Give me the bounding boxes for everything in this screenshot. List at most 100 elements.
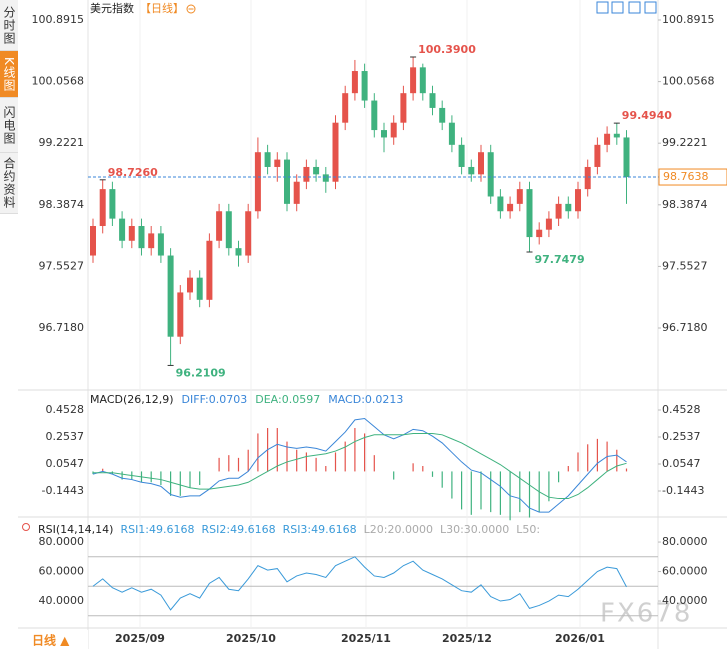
rsi-header: L30:30.0000 xyxy=(440,523,509,536)
annotation-label: 99.4940 xyxy=(622,109,672,122)
macd-header: DEA:0.0597 xyxy=(255,393,320,406)
candle-body xyxy=(429,93,436,108)
candle-body xyxy=(254,152,261,212)
y-tick-label: 0.4528 xyxy=(46,403,85,416)
candle-body xyxy=(225,211,232,249)
candle-body xyxy=(390,122,397,138)
period-button[interactable]: 日线 ▲ xyxy=(32,633,70,648)
candle-body xyxy=(342,93,349,123)
diff-line xyxy=(92,417,627,513)
y-tick-label: 99.2221 xyxy=(39,136,85,149)
current-price-label: 98.7638 xyxy=(663,170,709,183)
candle-body xyxy=(332,122,339,182)
candle-body xyxy=(109,189,116,219)
candle-body xyxy=(555,203,562,219)
candle-body xyxy=(565,203,572,212)
tool-icon[interactable] xyxy=(644,1,657,14)
rsi-header: RSI1:49.6168 xyxy=(120,523,194,536)
y-tick-label: 40.0000 xyxy=(39,594,85,607)
rsi-header: L50: xyxy=(516,523,540,536)
x-tick-label: 2025/11 xyxy=(341,632,391,645)
period-button-bg[interactable] xyxy=(18,630,88,649)
collapse-icon[interactable] xyxy=(186,4,196,14)
candle-body xyxy=(196,277,203,300)
settings-icon[interactable] xyxy=(22,523,30,531)
candle-body xyxy=(264,152,271,167)
y-tick-label: 97.5527 xyxy=(39,259,85,272)
watermark: FX678 xyxy=(600,599,692,629)
candle-body xyxy=(536,229,543,238)
y-tick-label: 98.3874 xyxy=(39,198,85,211)
y-tick-label: -0.1443 xyxy=(662,484,704,497)
tab[interactable]: 分时图 xyxy=(0,0,18,51)
candle-body xyxy=(458,144,465,167)
y-tick-label: 100.8915 xyxy=(662,13,715,26)
annotation-label: 97.7479 xyxy=(535,253,585,266)
candle-body xyxy=(206,240,213,300)
candle-body xyxy=(216,211,223,241)
macd-header: DIFF:0.0703 xyxy=(182,393,248,406)
tab[interactable]: 合约资料 xyxy=(0,153,18,214)
candle-body xyxy=(516,189,523,204)
candle-body xyxy=(604,133,611,145)
y-tick-label: 100.0568 xyxy=(32,75,85,88)
candle-body xyxy=(293,181,300,204)
candle-body xyxy=(157,233,164,256)
candle-body xyxy=(468,166,475,175)
candle-body xyxy=(361,71,368,101)
candle-body xyxy=(322,174,329,182)
candle-body xyxy=(575,189,581,212)
annotation-label: 98.7260 xyxy=(108,166,158,179)
background xyxy=(18,0,727,649)
candle-body xyxy=(487,152,494,197)
candle-body xyxy=(177,292,184,337)
macd-header: MACD:0.0213 xyxy=(328,393,403,406)
candle-body xyxy=(351,71,358,94)
toolbar xyxy=(596,1,657,14)
candle-body xyxy=(497,196,504,212)
candle-body xyxy=(371,100,378,131)
tab[interactable]: 闪电图 xyxy=(0,98,18,153)
y-tick-label: 100.8915 xyxy=(32,13,85,26)
y-tick-label: 60.0000 xyxy=(39,565,85,578)
y-tick-label: 98.3874 xyxy=(662,198,708,211)
y-tick-label: 100.0568 xyxy=(662,75,715,88)
y-tick-label: 80.0000 xyxy=(662,535,708,548)
tool-icon[interactable] xyxy=(611,1,624,14)
candle-body xyxy=(148,233,155,249)
x-tick-label: 2025/10 xyxy=(226,632,276,645)
candle-body xyxy=(119,218,126,241)
candle-body xyxy=(284,159,290,204)
y-tick-label: 96.7180 xyxy=(662,321,708,334)
candle-body xyxy=(526,189,533,238)
symbol-name: 美元指数 xyxy=(90,1,134,15)
tool-icon[interactable] xyxy=(596,1,609,14)
candle-body xyxy=(235,248,242,256)
candle-body xyxy=(613,133,620,138)
y-tick-label: 0.0547 xyxy=(662,457,701,470)
y-tick-label: 96.7180 xyxy=(39,321,85,334)
tab[interactable]: K线图 xyxy=(0,51,18,98)
candle-body xyxy=(439,107,446,123)
tool-icon[interactable] xyxy=(628,1,641,14)
candle-body xyxy=(410,67,417,94)
y-tick-label: -0.1443 xyxy=(42,484,84,497)
rsi-header: RSI3:49.6168 xyxy=(283,523,357,536)
rsi-header: RSI(14,14,14) xyxy=(38,523,113,536)
rsi-line xyxy=(92,556,627,611)
current-price-box xyxy=(658,168,727,186)
rsi-header: L20:20.0000 xyxy=(364,523,433,536)
candle-body xyxy=(245,211,252,256)
y-tick-label: 40.0000 xyxy=(662,594,708,607)
candle-body xyxy=(478,152,484,175)
candle-body xyxy=(303,166,310,182)
candle-body xyxy=(274,159,281,167)
macd-header: MACD(26,12,9) xyxy=(90,393,174,406)
candle-body xyxy=(584,166,591,190)
annotation-label: 100.3900 xyxy=(418,43,476,56)
candle-body xyxy=(90,226,96,256)
y-tick-label: 99.2221 xyxy=(662,136,708,149)
x-tick-label: 2026/01 xyxy=(555,632,605,645)
